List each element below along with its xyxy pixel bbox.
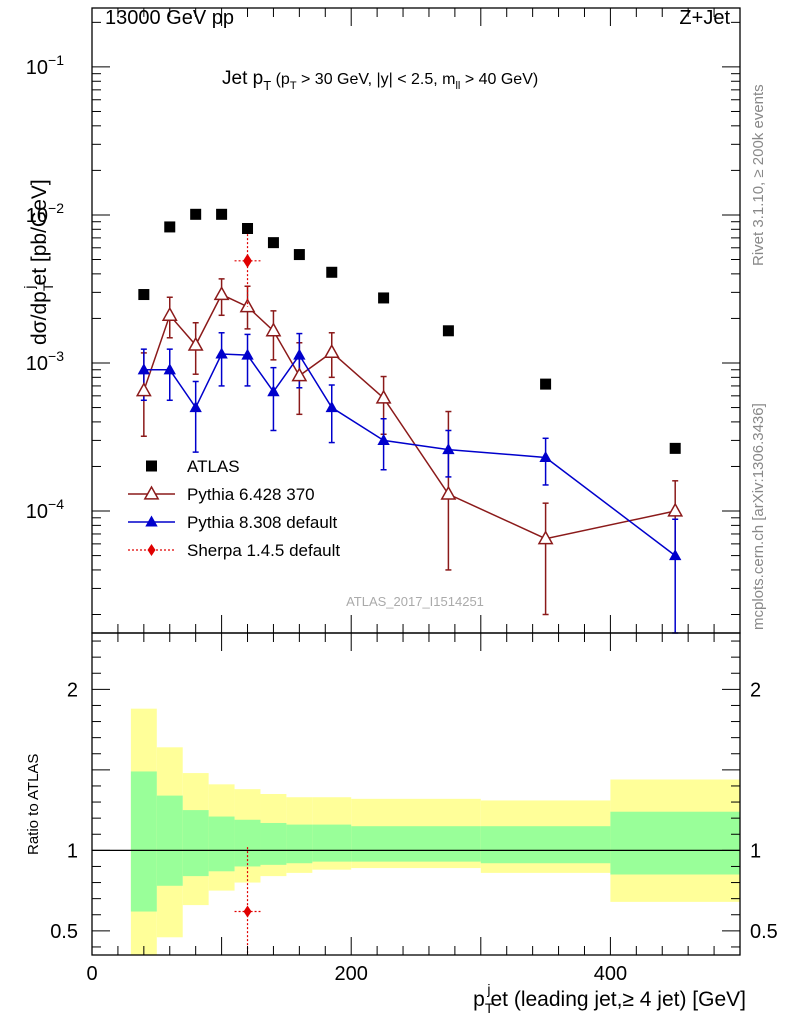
main-plot-area: 10−1 10−2 10−3 10−4 [26, 7, 741, 634]
ratio-band-green [130, 771, 157, 912]
mcplots-label: mcplots.cern.ch [arXiv:1306.3436] [750, 403, 767, 630]
pythia8-point [325, 401, 338, 413]
pythia6-point [135, 382, 152, 397]
pythia6-point [440, 485, 457, 500]
main-title: Jet pT (pT > 30 GeV, |y| < 2.5, mll > 40… [222, 68, 538, 93]
ratio-tick-label-right: 2 [750, 679, 761, 701]
y-axis-label-top: dσ/dpTjet [pb/GeV] [21, 179, 56, 345]
sherpa-point [243, 253, 253, 268]
rivet-label: Rivet 3.1.10, ≥ 200k events [750, 84, 767, 266]
analysis-watermark: ATLAS_2017_I1514251 [346, 594, 484, 609]
pythia8-point [539, 450, 552, 463]
y-tick-label-top: 10−3 [26, 348, 64, 375]
pythia8-point [267, 385, 280, 397]
atlas-point [293, 249, 305, 261]
x-tick-label: 0 [86, 963, 97, 985]
x-axis-label: pTjet (leading jet,≥ 4 jet) [GeV] [473, 981, 746, 1016]
ratio-band-green [351, 826, 416, 862]
ratio-band-green [286, 824, 313, 864]
pythia8-point [241, 348, 254, 360]
y-tick-label-top: 10−1 [26, 52, 64, 79]
ratio-band-green [260, 822, 287, 865]
y-tick-label-top: 10−4 [26, 496, 64, 523]
pythia8-point [215, 347, 228, 359]
legend-pythia6-marker [143, 485, 160, 500]
ratio-band-green [416, 826, 481, 862]
pythia8-point [163, 363, 176, 375]
pythia6-point [667, 502, 684, 517]
ratio-band-green [182, 810, 209, 877]
atlas-point [669, 442, 681, 454]
pythia8-line [143, 353, 676, 557]
pythia8-point [442, 443, 455, 455]
x-tick-label: 200 [335, 963, 368, 985]
legend: ATLAS Pythia 6.428 370 Pythia 8.308 defaul… [128, 457, 340, 560]
pythia6-point [161, 306, 178, 321]
legend-pythia8-label: Pythia 8.308 default [187, 513, 338, 532]
pythia6-line [143, 293, 676, 540]
ratio-tick-label-left: 2 [67, 679, 78, 701]
ratio-sherpa-marker [243, 905, 252, 918]
pythia8-point [293, 348, 306, 360]
atlas-point [326, 266, 338, 278]
y-tick-label-top: 10−2 [26, 200, 64, 227]
pythia8-point [669, 549, 682, 561]
atlas-point [190, 208, 202, 220]
legend-pythia6-label: Pythia 6.428 370 [187, 485, 315, 504]
atlas-point [242, 222, 254, 234]
ratio-tick-label-left: 0.5 [50, 921, 78, 943]
ratio-plot-area: 0.5 0.5 1 1 2 2 0 200 400 [50, 632, 778, 985]
ratio-plot-frame [91, 632, 741, 956]
main-plot-frame [91, 7, 741, 634]
header-right: Z+Jet [679, 7, 730, 29]
legend-sherpa-marker [147, 544, 156, 556]
pythia6-point [323, 343, 340, 358]
pythia8-point [377, 433, 390, 445]
ratio-band-green [234, 819, 261, 867]
y-axis-label-ratio: Ratio to ATLAS [25, 754, 42, 855]
pythia6-point [291, 367, 308, 382]
ratio-tick-label-right: 1 [750, 840, 761, 862]
pythia8-point [189, 401, 202, 413]
atlas-point [378, 292, 390, 304]
ratio-band-green [312, 824, 352, 862]
ratio-band-green [156, 795, 183, 886]
legend-atlas-marker [146, 460, 157, 472]
header-left: 13000 GeV pp [105, 7, 234, 29]
ratio-tick-label-right: 0.5 [750, 921, 778, 943]
pythia6-point [375, 389, 392, 404]
atlas-point [164, 221, 176, 233]
pythia6-point [537, 530, 554, 545]
ratio-band-green [610, 811, 740, 875]
legend-atlas-label: ATLAS [187, 457, 240, 476]
atlas-point [267, 237, 279, 249]
pythia8-point [137, 363, 151, 375]
legend-sherpa-label: Sherpa 1.4.5 default [187, 541, 340, 560]
x-tick-label: 400 [594, 963, 627, 985]
atlas-point [216, 208, 228, 220]
atlas-point [442, 325, 454, 337]
ratio-tick-label-left: 1 [67, 840, 78, 862]
pythia6-point [187, 336, 204, 351]
pythia6-point [265, 322, 282, 337]
ratio-band-green [480, 826, 611, 864]
atlas-point [138, 289, 150, 301]
pythia6-point [213, 285, 230, 301]
pythia6-point [239, 298, 256, 313]
legend-pythia8-marker [145, 515, 158, 527]
atlas-point [540, 378, 552, 390]
ratio-band-green [208, 816, 235, 872]
